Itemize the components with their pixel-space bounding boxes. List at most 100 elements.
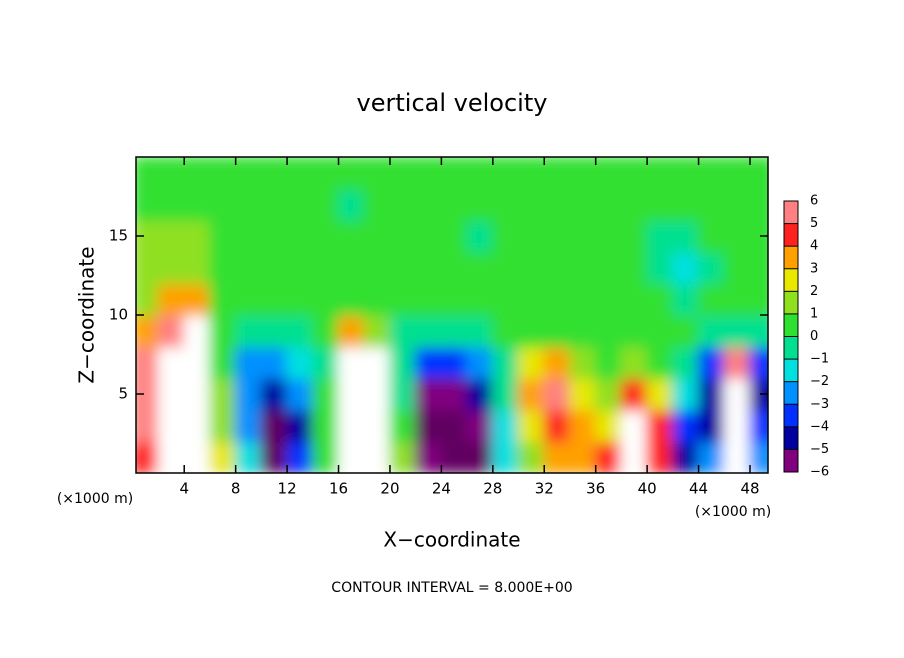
cell: [337, 377, 366, 411]
cell: [594, 157, 623, 190]
field: [136, 157, 768, 473]
cell: [286, 282, 314, 316]
cell: [183, 440, 211, 473]
cell: [136, 187, 160, 222]
cell: [183, 219, 211, 253]
cell: [286, 377, 314, 411]
colorbar-band: [784, 313, 798, 337]
x-tick-label: 12: [278, 480, 297, 498]
cell: [260, 408, 289, 443]
y-axis-label: Z−coordinate: [75, 246, 99, 383]
cell: [286, 157, 314, 190]
cell: [311, 157, 340, 190]
cell: [208, 314, 237, 348]
cell: [414, 219, 443, 253]
cell: [363, 250, 391, 285]
cell: [363, 345, 391, 380]
cell: [723, 408, 751, 443]
cell: [671, 377, 700, 411]
cell: [440, 157, 469, 190]
colorbar-band: [784, 268, 798, 292]
cell: [234, 314, 263, 348]
cell: [311, 250, 340, 285]
cell: [136, 345, 160, 380]
cell: [311, 187, 340, 222]
cell: [363, 314, 391, 348]
x-axis-label: X−coordinate: [383, 528, 520, 552]
cell: [568, 408, 597, 443]
x-tick-label: 44: [689, 480, 708, 498]
cell: [646, 282, 674, 316]
cell: [594, 408, 623, 443]
cell: [748, 345, 768, 380]
cell: [260, 314, 289, 348]
cell: [157, 157, 186, 190]
colorbar-band: [784, 246, 798, 269]
cell: [136, 377, 160, 411]
x-tick-label: 28: [483, 480, 502, 498]
cell: [517, 187, 546, 222]
cell: [286, 314, 314, 348]
cell: [208, 408, 237, 443]
cell: [723, 440, 751, 473]
cell: [440, 187, 469, 222]
cell: [568, 377, 597, 411]
cell: [466, 440, 494, 473]
cell: [594, 314, 623, 348]
cell: [697, 157, 726, 190]
cell: [157, 440, 186, 473]
cell: [414, 157, 443, 190]
cell: [157, 187, 186, 222]
cell: [440, 377, 469, 411]
colorbar-label: −5: [810, 442, 829, 457]
cell: [414, 250, 443, 285]
cell: [748, 408, 768, 443]
cell: [466, 345, 494, 380]
cell: [183, 314, 211, 348]
cell: [543, 314, 571, 348]
cell: [388, 187, 417, 222]
cell: [388, 282, 417, 316]
cell: [286, 345, 314, 380]
cell: [388, 377, 417, 411]
cell: [234, 250, 263, 285]
cell: [363, 408, 391, 443]
cell: [363, 219, 391, 253]
cell: [260, 187, 289, 222]
cell: [620, 440, 649, 473]
cell: [646, 219, 674, 253]
cell: [136, 250, 160, 285]
cell: [363, 157, 391, 190]
cell: [671, 250, 700, 285]
cell: [620, 345, 649, 380]
cell: [748, 282, 768, 316]
cell: [671, 345, 700, 380]
cell: [671, 187, 700, 222]
cell: [620, 314, 649, 348]
cell: [517, 157, 546, 190]
cell: [208, 282, 237, 316]
cell: [183, 187, 211, 222]
cell: [723, 157, 751, 190]
cell: [363, 282, 391, 316]
cell: [517, 219, 546, 253]
cell: [157, 219, 186, 253]
cell: [440, 282, 469, 316]
cell: [337, 282, 366, 316]
cell: [234, 408, 263, 443]
cell: [337, 440, 366, 473]
cell: [388, 250, 417, 285]
cell: [311, 219, 340, 253]
cell: [311, 377, 340, 411]
colorbar-label: −2: [810, 374, 829, 389]
colorbar-label: 3: [810, 261, 818, 276]
cell: [157, 408, 186, 443]
cell: [543, 157, 571, 190]
cell: [671, 314, 700, 348]
cell: [748, 314, 768, 348]
cell: [183, 408, 211, 443]
cell: [157, 345, 186, 380]
cell: [136, 219, 160, 253]
cell: [568, 282, 597, 316]
cell: [466, 250, 494, 285]
